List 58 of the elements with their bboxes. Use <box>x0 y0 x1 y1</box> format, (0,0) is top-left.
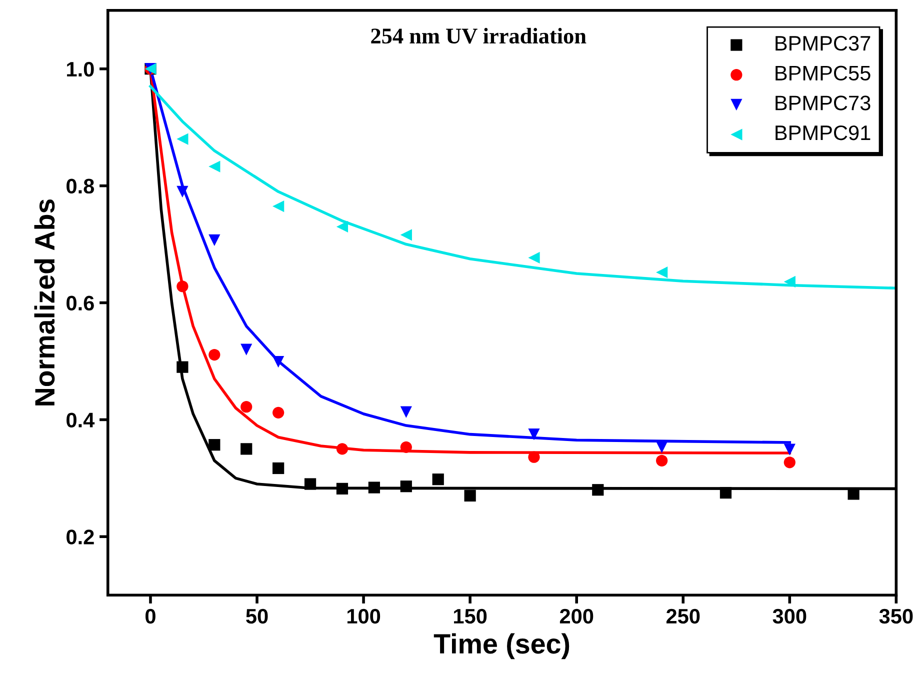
x-tick-label: 150 <box>454 608 487 624</box>
x-tick-label: 100 <box>347 608 380 624</box>
x-tick-label: 50 <box>246 608 268 624</box>
legend-label: BPMPC91 <box>776 125 870 140</box>
point <box>336 482 348 495</box>
point <box>528 252 540 264</box>
point <box>240 443 252 455</box>
point <box>272 406 284 418</box>
point <box>432 474 444 486</box>
x-tick-label: 300 <box>772 608 806 624</box>
x-tick-label: 250 <box>666 608 700 624</box>
point <box>208 234 220 246</box>
point <box>784 276 796 288</box>
point <box>208 348 220 361</box>
point <box>464 490 476 502</box>
point <box>784 456 796 468</box>
point <box>400 406 412 418</box>
y-tick-label: 0.2 <box>66 530 94 544</box>
point <box>400 229 412 241</box>
point <box>240 401 252 413</box>
point <box>272 200 284 212</box>
point <box>336 443 348 455</box>
y-tick-label: 0.6 <box>66 296 94 311</box>
point <box>208 439 220 451</box>
point <box>368 482 380 494</box>
point <box>272 462 284 474</box>
point <box>400 480 412 492</box>
y-tick-label: 1.0 <box>67 62 94 77</box>
point <box>336 220 348 233</box>
y-axis-title: Normalized Abs <box>34 199 55 406</box>
legend-label: BPMPC73 <box>776 96 870 110</box>
point <box>784 444 796 456</box>
x-axis-title: Time (sec) <box>434 633 570 660</box>
x-tick-label: 200 <box>560 608 594 624</box>
point <box>592 484 604 496</box>
point <box>656 266 668 278</box>
point <box>720 486 732 499</box>
point <box>528 451 540 463</box>
legend-label: BPMPC37 <box>776 36 870 51</box>
y-tick-label: 0.4 <box>66 412 95 428</box>
line-series <box>149 85 896 290</box>
annotation: 254 nm UV irradiation <box>371 28 586 44</box>
legend-label: BPMPC55 <box>776 66 870 81</box>
x-tick-label: 0 <box>146 608 156 624</box>
point <box>176 361 188 373</box>
point <box>176 280 188 292</box>
point <box>400 441 412 453</box>
point <box>176 133 188 145</box>
point <box>240 344 252 356</box>
point <box>208 160 220 172</box>
point <box>656 441 668 453</box>
point <box>272 356 284 368</box>
x-tick-label: 350 <box>879 608 913 624</box>
point <box>176 186 188 198</box>
point <box>656 454 668 466</box>
point <box>304 478 316 490</box>
y-tick-label: 0.8 <box>66 178 94 194</box>
point <box>528 428 540 440</box>
